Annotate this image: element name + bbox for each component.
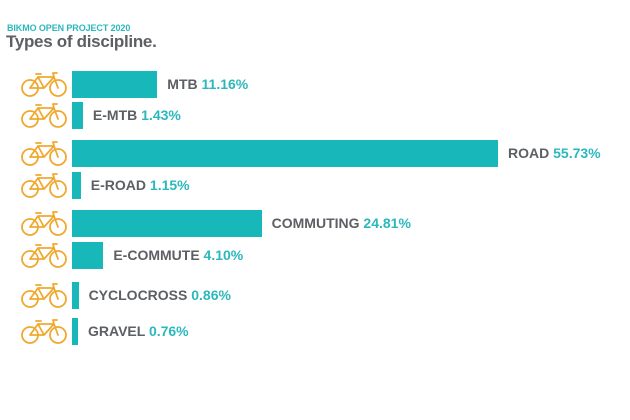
chart-row-cyclocross: CYCLOCROSS 0.86% — [0, 280, 630, 310]
bar — [72, 282, 79, 309]
gravel-bike-icon — [21, 319, 67, 344]
chart-row-e-commute: E-COMMUTE 4.10% — [0, 240, 630, 270]
category-label: COMMUTING — [271, 215, 360, 231]
category-label: CYCLOCROSS — [88, 287, 188, 303]
chart-subtitle: BIKMO OPEN PROJECT 2020 — [7, 23, 131, 33]
bar — [72, 172, 81, 199]
bar — [72, 242, 104, 269]
chart-row-mtb: MTB 11.16% — [0, 69, 630, 99]
chart-row-gravel: GRAVEL 0.76% — [0, 316, 630, 346]
bar — [72, 318, 78, 345]
category-label: MTB — [167, 76, 198, 92]
commuter-bike-icon — [21, 211, 67, 236]
chart-row-e-mtb: E-MTB 1.43% — [0, 100, 630, 130]
bar — [72, 210, 262, 237]
value-label: 55.73% — [553, 145, 601, 161]
category-label: ROAD — [508, 145, 550, 161]
chart-row-commuting: COMMUTING 24.81% — [0, 208, 630, 238]
value-label: 11.16% — [201, 76, 249, 92]
category-label: E-ROAD — [90, 177, 147, 193]
chart-row-road: ROAD 55.73% — [0, 138, 630, 168]
category-label: E-MTB — [92, 107, 138, 123]
value-label: 1.15% — [149, 177, 190, 193]
bar — [72, 71, 158, 98]
value-label: 24.81% — [363, 215, 411, 231]
category-label: E-COMMUTE — [113, 247, 200, 263]
value-label: 4.10% — [203, 247, 244, 263]
mountain-bike-icon — [21, 72, 67, 97]
e-mountain-bike-icon — [21, 103, 67, 128]
e-road-bike-icon — [21, 173, 67, 198]
cyclocross-bike-icon — [21, 283, 67, 308]
value-label: 0.86% — [191, 287, 231, 303]
bar — [72, 140, 498, 167]
chart-row-e-road: E-ROAD 1.15% — [0, 170, 630, 200]
category-label: GRAVEL — [88, 323, 146, 339]
chart-title: Types of discipline. — [6, 32, 157, 51]
value-label: 0.76% — [148, 323, 189, 339]
road-bike-icon — [21, 141, 67, 166]
e-commuter-bike-icon — [21, 243, 67, 268]
bar — [72, 102, 83, 129]
value-label: 1.43% — [141, 107, 181, 123]
